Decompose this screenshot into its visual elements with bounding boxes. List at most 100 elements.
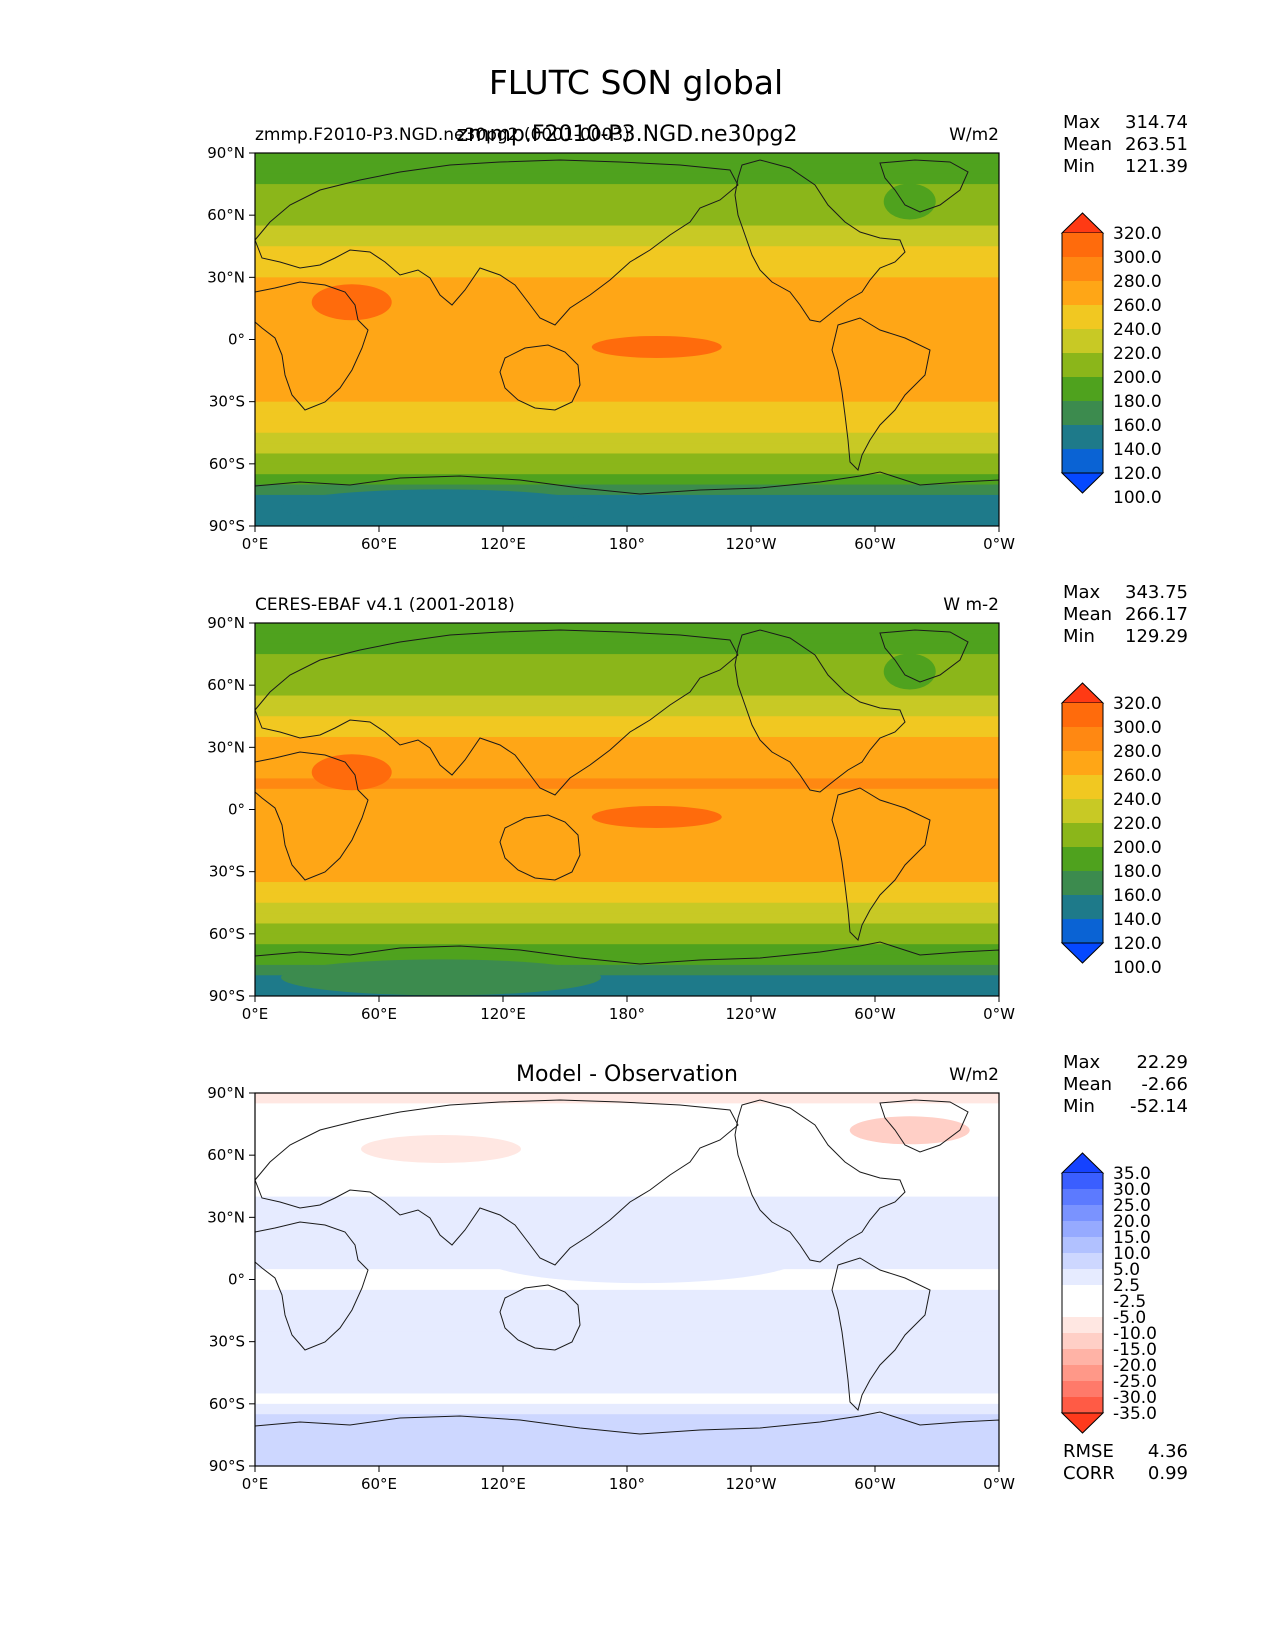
lat-band [255, 308, 999, 320]
x-tick-label: 180° [609, 1005, 645, 1023]
colorbar-segment [1062, 871, 1103, 896]
colorbar-level: 300.0 [1113, 248, 1162, 268]
colorbar-level: 260.0 [1113, 766, 1162, 786]
x-tick-label: 120°W [726, 535, 777, 553]
lat-band [255, 287, 999, 299]
colorbar-segment [1062, 1189, 1103, 1206]
panel-1: 0°E 60°E 120°E 180° 120°W 60°W 0°W 90°N 60°N 30°N… [207, 112, 1188, 553]
stat-label: Min [1063, 626, 1095, 647]
x-tick-label: 120°E [480, 535, 526, 553]
colorbar-level: -10.0 [1113, 1324, 1157, 1344]
lat-band [255, 778, 999, 790]
lat-band [255, 1113, 999, 1125]
lat-band [255, 913, 999, 925]
x-tick-label: 180° [609, 1475, 645, 1493]
y-tick-label: 90°N [207, 1084, 245, 1102]
colorbar-segment [1062, 1205, 1103, 1222]
stat-value: 129.29 [1125, 626, 1188, 647]
panel-units: W m-2 [943, 595, 999, 615]
lat-band [255, 163, 999, 175]
y-tick-label: 60°N [207, 1146, 245, 1164]
lat-band [255, 1155, 999, 1167]
lat-band [255, 515, 999, 526]
tropical-bias [481, 1231, 802, 1284]
colorbar-segment [1062, 1237, 1103, 1254]
lat-band [255, 422, 999, 434]
x-tick-label: 60°W [854, 1475, 896, 1493]
colorbar: 100.0 120.0 140.0 160.0 180.0 200.0 220.0 240.0… [1060, 682, 1162, 978]
lat-band [255, 1383, 999, 1395]
colorbar-segment [1062, 1381, 1103, 1398]
lat-band [255, 463, 999, 475]
x-tick-label: 120°E [480, 1475, 526, 1493]
y-tick-label: 0° [228, 801, 245, 819]
lat-band [255, 1134, 999, 1146]
lat-band [255, 1352, 999, 1363]
y-tick-label: 30°N [207, 268, 245, 286]
sahara-high [311, 754, 392, 791]
x-tick-label: 0°E [242, 1475, 269, 1493]
colorbar-level: 140.0 [1113, 910, 1162, 930]
map-field [255, 153, 999, 526]
colorbar-level: 200.0 [1113, 838, 1162, 858]
lat-band [255, 173, 999, 185]
lat-band [255, 484, 999, 496]
lat-band [255, 685, 999, 697]
figure-title: FLUTC SON global [489, 63, 783, 102]
colorbar-segment [1062, 1365, 1103, 1382]
colorbar-level: 260.0 [1113, 296, 1162, 316]
colorbar: 35.030.025.020.015.010.05.02.5-2.5-5.0-1… [1060, 1152, 1157, 1434]
lat-band [255, 246, 999, 258]
lat-band [255, 830, 999, 842]
colorbar: 100.0 120.0 140.0 160.0 180.0 200.0 220.0 240.0… [1060, 212, 1162, 508]
colorbar-segment [1062, 449, 1103, 474]
lat-band [255, 1414, 999, 1426]
panel-3: 0°E 60°E 120°E 180° 120°W 60°W 0°W 90°N 60°N 30°N… [207, 1052, 1188, 1493]
x-tick-label: 120°W [726, 1475, 777, 1493]
greenland-low [883, 653, 936, 690]
colorbar-level: -25.0 [1113, 1372, 1157, 1392]
lat-band [255, 1124, 999, 1136]
lat-band [255, 1206, 999, 1218]
lat-band [255, 1217, 999, 1229]
lat-band [255, 184, 999, 196]
stat-label: Min [1063, 156, 1095, 177]
lat-band [255, 985, 999, 996]
lat-band [255, 474, 999, 486]
y-tick-label: 90°S [209, 987, 245, 1005]
colorbar-segment [1062, 847, 1103, 872]
stat-label: Mean [1063, 134, 1112, 155]
lat-band [255, 975, 999, 987]
lat-band [255, 933, 999, 945]
colorbar-segment [1062, 1349, 1103, 1366]
colorbar-segment [1062, 377, 1103, 402]
colorbar-level: 160.0 [1113, 416, 1162, 436]
colorbar-segment [1062, 799, 1103, 824]
lat-band [255, 664, 999, 676]
colorbar-extend-bottom [1060, 942, 1105, 964]
panel-center-label: zmmp.F2010-P3.NGD.ne30pg2 [456, 122, 797, 147]
y-tick-label: 60°S [209, 455, 245, 473]
lat-band [255, 1103, 999, 1115]
warm-pool [591, 335, 722, 358]
colorbar-level: 140.0 [1113, 440, 1162, 460]
x-tick-label: 120°E [480, 1005, 526, 1023]
stat-label: Mean [1063, 604, 1112, 625]
x-tick-label: 0°W [983, 535, 1015, 553]
greenland-bias [849, 1116, 970, 1145]
panel-left-label: zmmp.F2010-P3.NGD.ne30pg2 (0001-0003) [255, 125, 630, 145]
lat-band [255, 923, 999, 935]
y-tick-label: 0° [228, 1271, 245, 1289]
colorbar-segment [1062, 775, 1103, 800]
colorbar-level: 280.0 [1113, 272, 1162, 292]
lat-band [255, 1445, 999, 1457]
lat-band [255, 902, 999, 914]
colorbar-level: 25.0 [1113, 1196, 1151, 1216]
lat-band [255, 695, 999, 707]
x-tick-label: 60°W [854, 1005, 896, 1023]
y-tick-label: 60°S [209, 1395, 245, 1413]
colorbar-level: 5.0 [1113, 1260, 1140, 1280]
lat-band [255, 225, 999, 237]
colorbar-level: -35.0 [1113, 1404, 1157, 1424]
lat-band [255, 370, 999, 382]
